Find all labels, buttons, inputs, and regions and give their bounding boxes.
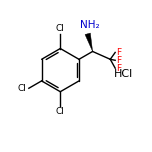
Text: HCl: HCl [114, 69, 134, 79]
Text: F: F [116, 48, 121, 57]
Text: Cl: Cl [18, 84, 27, 93]
Text: Cl: Cl [56, 24, 65, 33]
Text: F: F [116, 64, 121, 73]
Polygon shape [85, 33, 93, 52]
Text: Cl: Cl [56, 107, 65, 116]
Text: NH₂: NH₂ [80, 20, 99, 30]
Text: F: F [116, 56, 121, 65]
